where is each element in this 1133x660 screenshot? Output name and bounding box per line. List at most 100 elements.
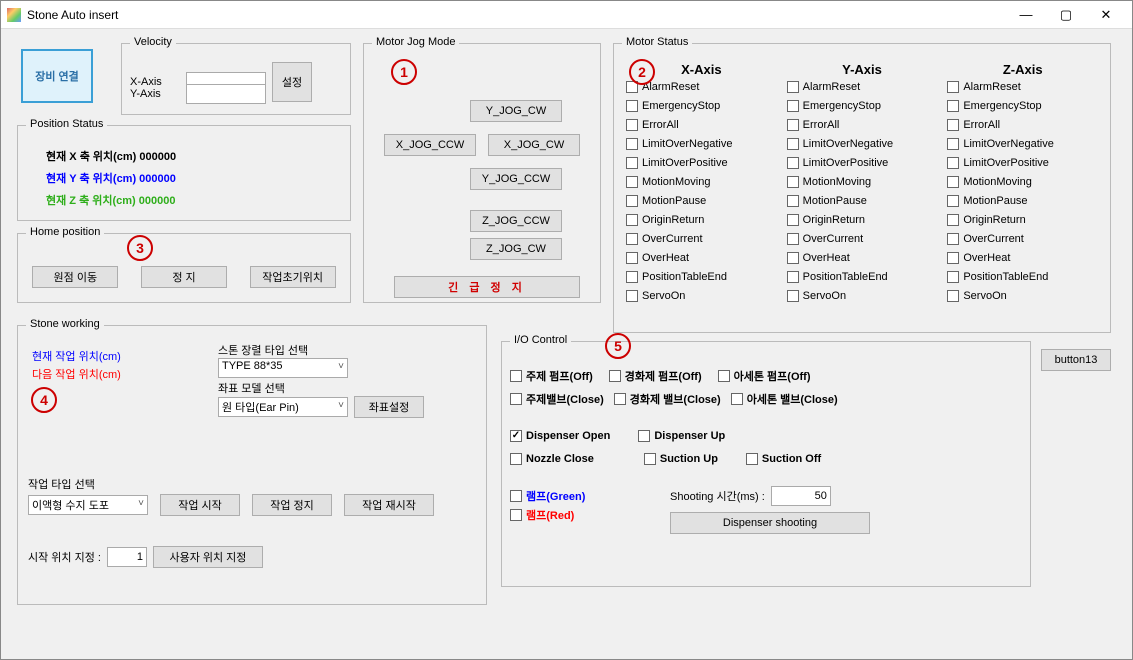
motor-y-overcurrent[interactable]: OverCurrent xyxy=(787,229,938,248)
motor-z-alarmreset[interactable]: AlarmReset xyxy=(947,77,1098,96)
motor-x-overcurrent[interactable]: OverCurrent xyxy=(626,229,777,248)
jog-y-ccw-button[interactable]: Y_JOG_CCW xyxy=(470,168,562,190)
window-buttons: — ▢ ✕ xyxy=(1006,3,1126,27)
motor-y-positiontableend[interactable]: PositionTableEnd xyxy=(787,267,938,286)
io-legend: I/O Control xyxy=(510,334,571,346)
annotation-2: 2 xyxy=(629,59,655,85)
motor-x-limitovernegative[interactable]: LimitOverNegative xyxy=(626,134,777,153)
io-suction-up[interactable]: Suction Up xyxy=(644,449,718,468)
pos-z: 현재 Z 축 위치(cm) 000000 xyxy=(46,192,342,208)
io-dispenser-open[interactable]: ✓Dispenser Open xyxy=(510,426,610,445)
io-nozzle-close[interactable]: Nozzle Close xyxy=(510,449,594,468)
position-status-legend: Position Status xyxy=(26,118,107,130)
motor-x-positiontableend[interactable]: PositionTableEnd xyxy=(626,267,777,286)
startpos-input[interactable] xyxy=(107,547,147,567)
io-valve-2[interactable]: 경화제 밸브(Close) xyxy=(614,389,721,408)
motor-x-overheat[interactable]: OverHeat xyxy=(626,248,777,267)
dispenser-shooting-button[interactable]: Dispenser shooting xyxy=(670,512,870,534)
jog-z-cw-button[interactable]: Z_JOG_CW xyxy=(470,238,562,260)
work-type-label: 작업 타입 선택 xyxy=(28,476,434,492)
work-restart-button[interactable]: 작업 재시작 xyxy=(344,494,434,516)
userpos-button[interactable]: 사용자 위치 지정 xyxy=(153,546,263,568)
app-icon xyxy=(7,8,21,22)
io-dispenser-up[interactable]: Dispenser Up xyxy=(638,426,725,445)
io-pump-2[interactable]: 경화제 펌프(Off) xyxy=(609,366,702,385)
velocity-legend: Velocity xyxy=(130,36,176,48)
maximize-button[interactable]: ▢ xyxy=(1046,3,1086,27)
titlebar: Stone Auto insert — ▢ ✕ xyxy=(1,1,1132,29)
motor-x-emergencystop[interactable]: EmergencyStop xyxy=(626,96,777,115)
motor-z-limitoverpositive[interactable]: LimitOverPositive xyxy=(947,153,1098,172)
stone-model-select[interactable]: 원 타입(Ear Pin) xyxy=(218,397,348,417)
home-stop-button[interactable]: 정 지 xyxy=(141,266,227,288)
motor-col-z: Z-Axis xyxy=(947,62,1098,77)
jog-x-cw-button[interactable]: X_JOG_CW xyxy=(488,134,580,156)
work-stop-button[interactable]: 작업 정지 xyxy=(252,494,332,516)
motor-z-errorall[interactable]: ErrorAll xyxy=(947,115,1098,134)
motor-x-originreturn[interactable]: OriginReturn xyxy=(626,210,777,229)
coord-set-button[interactable]: 좌표설정 xyxy=(354,396,424,418)
motor-z-limitovernegative[interactable]: LimitOverNegative xyxy=(947,134,1098,153)
motor-y-limitoverpositive[interactable]: LimitOverPositive xyxy=(787,153,938,172)
motor-z-positiontableend[interactable]: PositionTableEnd xyxy=(947,267,1098,286)
emergency-stop-button[interactable]: 긴 급 정 지 xyxy=(394,276,580,298)
home-origin-button[interactable]: 원점 이동 xyxy=(32,266,118,288)
motor-status-group: Motor Status X-Axis AlarmResetEmergencyS… xyxy=(613,43,1111,333)
motor-x-limitoverpositive[interactable]: LimitOverPositive xyxy=(626,153,777,172)
velocity-y-label: Y-Axis xyxy=(130,88,180,100)
work-type-select[interactable]: 이액형 수지 도포 xyxy=(28,495,148,515)
motor-y-motionpause[interactable]: MotionPause xyxy=(787,191,938,210)
pos-y: 현재 Y 축 위치(cm) 000000 xyxy=(46,170,342,186)
motor-y-overheat[interactable]: OverHeat xyxy=(787,248,938,267)
motor-x-servoon[interactable]: ServoOn xyxy=(626,286,777,305)
annotation-3: 3 xyxy=(127,235,153,261)
stone-type-label: 스톤 장렬 타입 선택 xyxy=(218,342,468,358)
shoot-input[interactable] xyxy=(771,486,831,506)
home-init-button[interactable]: 작업초기위치 xyxy=(250,266,336,288)
io-valve-1[interactable]: 주제밸브(Close) xyxy=(510,389,604,408)
velocity-y-input[interactable] xyxy=(186,84,266,104)
jog-x-ccw-button[interactable]: X_JOG_CCW xyxy=(384,134,476,156)
motor-col-y: Y-Axis xyxy=(787,62,938,77)
motor-z-motionmoving[interactable]: MotionMoving xyxy=(947,172,1098,191)
motor-y-emergencystop[interactable]: EmergencyStop xyxy=(787,96,938,115)
jog-y-cw-button[interactable]: Y_JOG_CW xyxy=(470,100,562,122)
stone-working-group: Stone working 현재 작업 위치(cm) 다음 작업 위치(cm) … xyxy=(17,325,487,605)
motor-y-servoon[interactable]: ServoOn xyxy=(787,286,938,305)
close-button[interactable]: ✕ xyxy=(1086,3,1126,27)
motor-y-errorall[interactable]: ErrorAll xyxy=(787,115,938,134)
motor-z-servoon[interactable]: ServoOn xyxy=(947,286,1098,305)
velocity-set-button[interactable]: 설정 xyxy=(272,62,312,102)
motor-z-overcurrent[interactable]: OverCurrent xyxy=(947,229,1098,248)
work-start-button[interactable]: 작업 시작 xyxy=(160,494,240,516)
motor-z-motionpause[interactable]: MotionPause xyxy=(947,191,1098,210)
motor-x-motionpause[interactable]: MotionPause xyxy=(626,191,777,210)
io-suction-off[interactable]: Suction Off xyxy=(746,449,821,468)
motor-z-overheat[interactable]: OverHeat xyxy=(947,248,1098,267)
motor-y-motionmoving[interactable]: MotionMoving xyxy=(787,172,938,191)
annotation-4: 4 xyxy=(31,387,57,413)
stone-type-select[interactable]: TYPE 88*35 xyxy=(218,358,348,378)
position-status-group: Position Status 현재 X 축 위치(cm) 000000 현재 … xyxy=(17,125,351,221)
motor-z-originreturn[interactable]: OriginReturn xyxy=(947,210,1098,229)
io-pump-1[interactable]: 주제 펌프(Off) xyxy=(510,366,593,385)
velocity-group: Velocity X-Axis 설정 Y-Axis xyxy=(121,43,351,115)
io-pump-3[interactable]: 아세톤 펌프(Off) xyxy=(718,366,811,385)
home-position-group: Home position 원점 이동 정 지 작업초기위치 xyxy=(17,233,351,303)
motor-z-emergencystop[interactable]: EmergencyStop xyxy=(947,96,1098,115)
motor-y-alarmreset[interactable]: AlarmReset xyxy=(787,77,938,96)
motor-status-legend: Motor Status xyxy=(622,36,692,48)
connect-button[interactable]: 장비 연결 xyxy=(21,49,93,103)
motor-y-originreturn[interactable]: OriginReturn xyxy=(787,210,938,229)
io-lamp-red[interactable]: 램프(Red) xyxy=(510,505,670,524)
io-lamp-green[interactable]: 램프(Green) xyxy=(510,486,670,505)
io-valve-3[interactable]: 아세톤 밸브(Close) xyxy=(731,389,838,408)
motor-y-limitovernegative[interactable]: LimitOverNegative xyxy=(787,134,938,153)
velocity-x-label: X-Axis xyxy=(130,76,180,88)
minimize-button[interactable]: — xyxy=(1006,3,1046,27)
button13[interactable]: button13 xyxy=(1041,349,1111,371)
motor-x-motionmoving[interactable]: MotionMoving xyxy=(626,172,777,191)
jog-z-ccw-button[interactable]: Z_JOG_CCW xyxy=(470,210,562,232)
motor-x-errorall[interactable]: ErrorAll xyxy=(626,115,777,134)
io-control-group: I/O Control 주제 펌프(Off) 경화제 펌프(Off) 아세톤 펌… xyxy=(501,341,1031,587)
